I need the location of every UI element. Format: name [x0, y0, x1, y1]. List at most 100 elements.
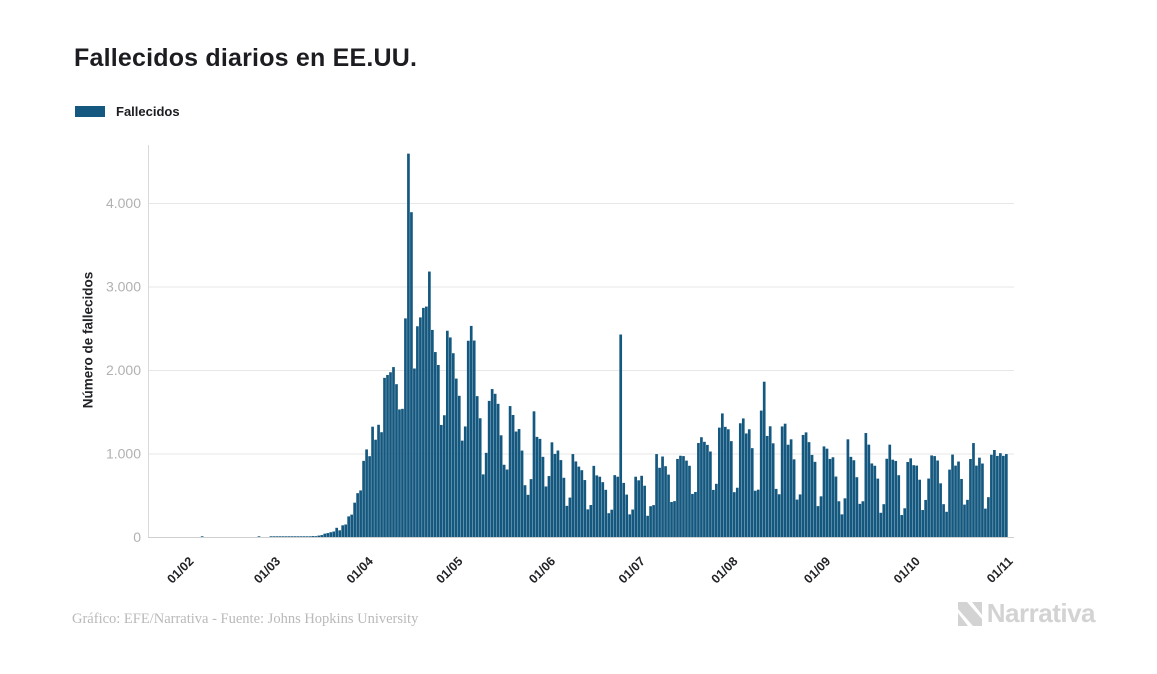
bar: [870, 463, 874, 537]
bar: [888, 444, 892, 537]
bar: [200, 536, 204, 537]
bar: [616, 476, 620, 537]
bar: [296, 536, 300, 537]
bar: [422, 307, 425, 537]
bar: [700, 437, 703, 537]
bar: [547, 476, 551, 538]
bar: [882, 504, 886, 537]
bar: [529, 479, 533, 537]
bar: [457, 395, 461, 537]
bar: [448, 337, 452, 537]
bar: [347, 516, 350, 537]
bar: [329, 532, 333, 537]
bar: [741, 418, 745, 537]
bar: [428, 271, 431, 537]
bar: [278, 536, 282, 537]
bar: [981, 463, 984, 537]
bar: [837, 501, 841, 537]
bar: [407, 153, 410, 537]
bar: [670, 502, 673, 537]
x-tick-label: 01/07: [616, 554, 648, 586]
y-tick-label: 2.000: [106, 362, 141, 378]
bar: [580, 470, 584, 537]
bar: [472, 340, 476, 537]
bar: [936, 460, 939, 537]
bar: [816, 506, 820, 538]
bar: [783, 423, 787, 537]
bar: [819, 496, 823, 537]
bar: [966, 499, 969, 537]
bar: [526, 494, 530, 537]
bar: [831, 457, 835, 537]
bar: [987, 497, 990, 537]
bar: [487, 400, 491, 537]
bar: [511, 415, 515, 537]
bar: [795, 499, 799, 537]
bar: [374, 439, 377, 537]
bar: [314, 536, 318, 537]
bar: [634, 476, 637, 537]
bar: [900, 515, 904, 537]
bar: [876, 478, 880, 537]
bar: [505, 469, 509, 537]
bar: [957, 461, 960, 537]
bar: [308, 536, 312, 537]
bar: [810, 454, 814, 537]
bar: [613, 475, 617, 537]
bar: [676, 458, 679, 537]
bar: [1002, 455, 1005, 537]
bar: [855, 477, 859, 537]
bar: [469, 325, 473, 537]
bar: [478, 418, 482, 537]
bar: [496, 403, 500, 537]
bar: [948, 469, 951, 537]
bar: [520, 450, 524, 537]
bar: [679, 455, 682, 537]
bar: [945, 511, 948, 537]
bar: [834, 476, 838, 537]
bar: [732, 492, 736, 537]
bar: [762, 381, 766, 537]
bar: [1005, 454, 1008, 537]
bar: [993, 449, 996, 537]
bar: [759, 410, 763, 537]
bar: [284, 536, 288, 537]
bar: [691, 493, 694, 537]
bar: [577, 466, 581, 537]
bar: [682, 456, 685, 537]
bar: [404, 318, 407, 537]
x-tick-label: 01/10: [891, 554, 923, 586]
bar: [828, 458, 832, 537]
bar: [290, 536, 294, 537]
bar: [858, 503, 862, 537]
bar: [326, 533, 330, 537]
bar: [311, 536, 315, 537]
bar: [933, 456, 936, 537]
bar: [750, 448, 754, 537]
bar: [975, 465, 978, 537]
bar: [864, 433, 868, 537]
bar: [598, 476, 602, 537]
bar: [712, 489, 715, 537]
bar: [442, 415, 446, 537]
bar: [721, 413, 724, 537]
bar: [517, 429, 521, 537]
bar: [658, 467, 661, 537]
bar: [960, 478, 963, 537]
bar: [332, 531, 336, 537]
bar: [359, 490, 362, 537]
bar: [813, 461, 817, 537]
narrativa-n-icon: [957, 601, 982, 626]
bar: [595, 475, 599, 537]
bar: [490, 389, 494, 537]
bar: [735, 487, 739, 538]
bar: [801, 434, 805, 537]
x-tick-label: 01/06: [526, 554, 558, 586]
bar: [843, 498, 847, 537]
bar: [571, 454, 575, 537]
bar: [610, 509, 614, 537]
bar: [780, 426, 784, 537]
bar: [416, 326, 419, 537]
narrativa-logo: Narrativa: [957, 598, 1096, 629]
